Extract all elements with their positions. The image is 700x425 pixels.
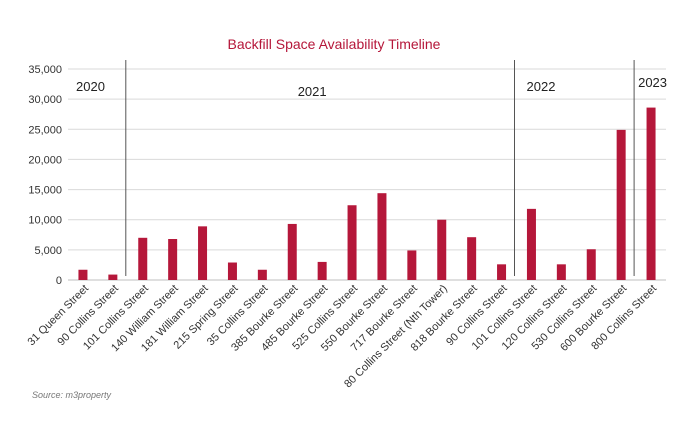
bar — [407, 250, 417, 280]
period-dividers — [125, 60, 635, 276]
gridlines — [68, 68, 666, 281]
bar — [108, 274, 118, 280]
bar — [646, 107, 656, 280]
period-labels: 2020 2021 2022 2023 — [76, 75, 667, 99]
bar — [497, 264, 507, 280]
bar — [317, 261, 327, 280]
y-tick-label: 20,000 — [28, 154, 62, 166]
bar — [257, 269, 267, 280]
period-label: 2020 — [76, 79, 105, 94]
period-label: 2021 — [298, 84, 327, 99]
bar — [377, 193, 387, 280]
bars — [78, 107, 656, 280]
bar — [287, 223, 297, 280]
bar — [347, 205, 357, 280]
y-tick-label: 10,000 — [28, 215, 62, 227]
y-tick-label: 15,000 — [28, 185, 62, 197]
bar — [467, 237, 477, 280]
period-label: 2022 — [527, 79, 556, 94]
y-axis: 0 5,000 10,000 15,000 20,000 25,000 30,000 35,0… — [28, 64, 62, 287]
bar — [168, 239, 178, 280]
bar — [526, 208, 536, 280]
y-tick-label: 25,000 — [28, 124, 62, 136]
y-tick-label: 0 — [56, 275, 62, 287]
bar — [138, 237, 148, 280]
bar — [227, 262, 237, 280]
chart-title: Backfill Space Availability Timeline — [228, 36, 441, 52]
period-label: 2023 — [638, 75, 667, 90]
bar — [556, 264, 566, 280]
bar — [437, 219, 447, 280]
y-tick-label: 30,000 — [28, 94, 62, 106]
bar — [616, 129, 626, 280]
y-tick-label: 5,000 — [34, 245, 62, 257]
y-tick-label: 35,000 — [28, 64, 62, 76]
bar — [586, 249, 596, 280]
bar — [198, 226, 208, 280]
source-note: Source: m3property — [32, 390, 112, 400]
bar — [78, 269, 88, 280]
